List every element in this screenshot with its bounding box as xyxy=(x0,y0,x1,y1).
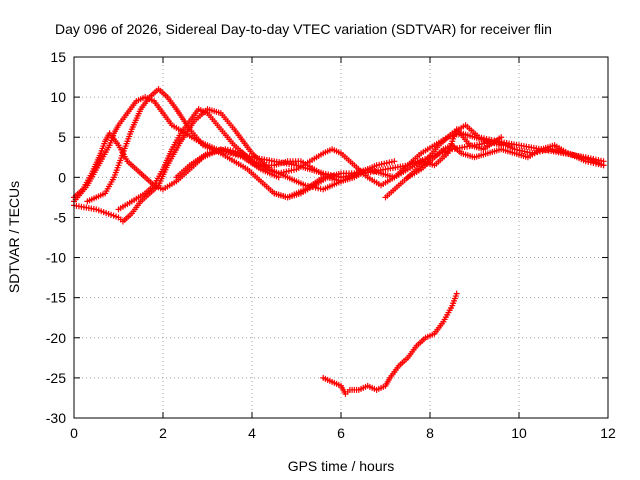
y-tick-label: -25 xyxy=(46,370,66,386)
x-axis-title: GPS time / hours xyxy=(288,458,395,474)
data-point xyxy=(600,162,607,169)
series-sat-i xyxy=(404,142,607,181)
y-tick-label: 15 xyxy=(50,49,66,65)
y-tick-label: -30 xyxy=(46,410,66,426)
data-point xyxy=(453,290,460,297)
y-tick-label: -20 xyxy=(46,330,66,346)
data-point xyxy=(498,134,505,141)
data-point xyxy=(391,158,398,165)
x-tick-label: 4 xyxy=(248,425,256,441)
y-tick-label: -5 xyxy=(54,209,67,225)
y-tick-label: 5 xyxy=(58,129,66,145)
data-layer xyxy=(71,86,607,397)
y-tick-label: -15 xyxy=(46,290,66,306)
y-tick-label: -10 xyxy=(46,250,66,266)
y-tick-label: 10 xyxy=(50,89,66,105)
y-axis-title: SDTVAR / TECUs xyxy=(6,181,22,293)
series-sat-j xyxy=(320,290,460,397)
y-tick-label: 0 xyxy=(58,169,66,185)
x-tick-label: 8 xyxy=(426,425,434,441)
tick-layer: 0 2 4 6 8 10 12 -30 -25 -20 -15 -10 -5 0 5 10 15 xyxy=(46,49,616,441)
x-tick-label: 0 xyxy=(70,425,78,441)
x-tick-label: 12 xyxy=(600,425,616,441)
x-tick-label: 10 xyxy=(511,425,527,441)
x-tick-label: 6 xyxy=(337,425,345,441)
chart-title: Day 096 of 2026, Sidereal Day-to-day VTE… xyxy=(55,21,552,37)
x-tick-label: 2 xyxy=(159,425,167,441)
